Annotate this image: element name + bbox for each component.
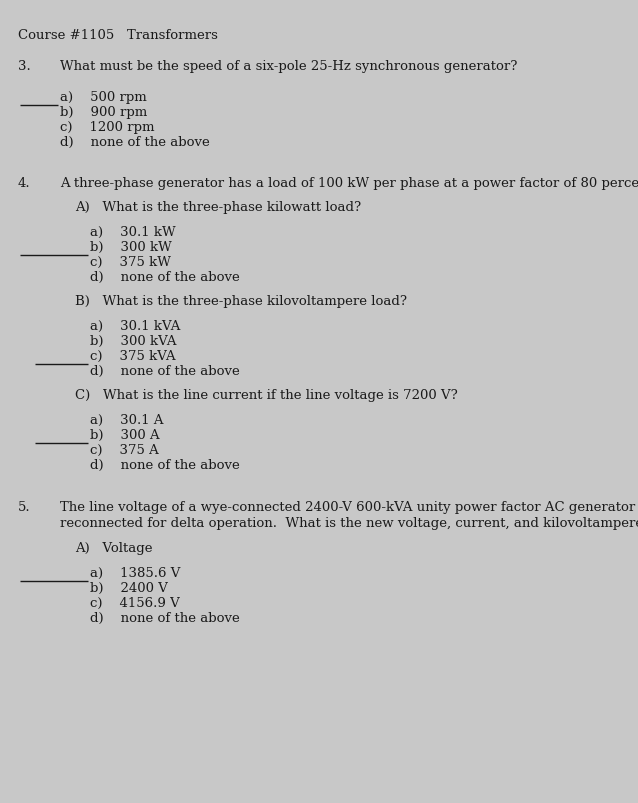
Text: A)   Voltage: A) Voltage xyxy=(75,541,152,554)
Text: b)    900 rpm: b) 900 rpm xyxy=(60,106,147,119)
Text: Course #1105   Transformers: Course #1105 Transformers xyxy=(18,29,218,42)
Text: 4.: 4. xyxy=(18,177,31,190)
Text: What must be the speed of a six-pole 25-Hz synchronous generator?: What must be the speed of a six-pole 25-… xyxy=(60,60,517,73)
Text: C)   What is the line current if the line voltage is 7200 V?: C) What is the line current if the line … xyxy=(75,389,457,402)
Text: b)    300 A: b) 300 A xyxy=(90,429,160,442)
Text: a)    30.1 kVA: a) 30.1 kVA xyxy=(90,320,181,332)
Text: c)    375 kW: c) 375 kW xyxy=(90,255,171,269)
Text: A)   What is the three-phase kilowatt load?: A) What is the three-phase kilowatt load… xyxy=(75,201,361,214)
Text: c)    4156.9 V: c) 4156.9 V xyxy=(90,597,180,609)
Text: B)   What is the three-phase kilovoltampere load?: B) What is the three-phase kilovoltamper… xyxy=(75,295,407,308)
Text: b)    300 kW: b) 300 kW xyxy=(90,241,172,254)
Text: b)    300 kVA: b) 300 kVA xyxy=(90,335,177,348)
Text: a)    30.1 A: a) 30.1 A xyxy=(90,414,163,426)
Text: c)    375 kVA: c) 375 kVA xyxy=(90,349,175,362)
Text: 3.: 3. xyxy=(18,60,31,73)
Text: d)    none of the above: d) none of the above xyxy=(60,136,210,149)
Text: a)    30.1 kW: a) 30.1 kW xyxy=(90,226,175,238)
Text: 5.: 5. xyxy=(18,500,31,513)
Text: d)    none of the above: d) none of the above xyxy=(90,365,240,377)
Text: The line voltage of a wye-connected 2400-V 600-kVA unity power factor AC generat: The line voltage of a wye-connected 2400… xyxy=(60,500,638,513)
Text: b)    2400 V: b) 2400 V xyxy=(90,581,168,594)
Text: c)    1200 rpm: c) 1200 rpm xyxy=(60,120,154,134)
Text: c)    375 A: c) 375 A xyxy=(90,443,159,456)
Text: d)    none of the above: d) none of the above xyxy=(90,611,240,624)
Text: A three-phase generator has a load of 100 kW per phase at a power factor of 80 p: A three-phase generator has a load of 10… xyxy=(60,177,638,190)
Text: a)    500 rpm: a) 500 rpm xyxy=(60,91,147,104)
Text: reconnected for delta operation.  What is the new voltage, current, and kilovolt: reconnected for delta operation. What is… xyxy=(60,516,638,529)
Text: a)    1385.6 V: a) 1385.6 V xyxy=(90,566,181,579)
Text: d)    none of the above: d) none of the above xyxy=(90,271,240,283)
Text: d)    none of the above: d) none of the above xyxy=(90,459,240,471)
